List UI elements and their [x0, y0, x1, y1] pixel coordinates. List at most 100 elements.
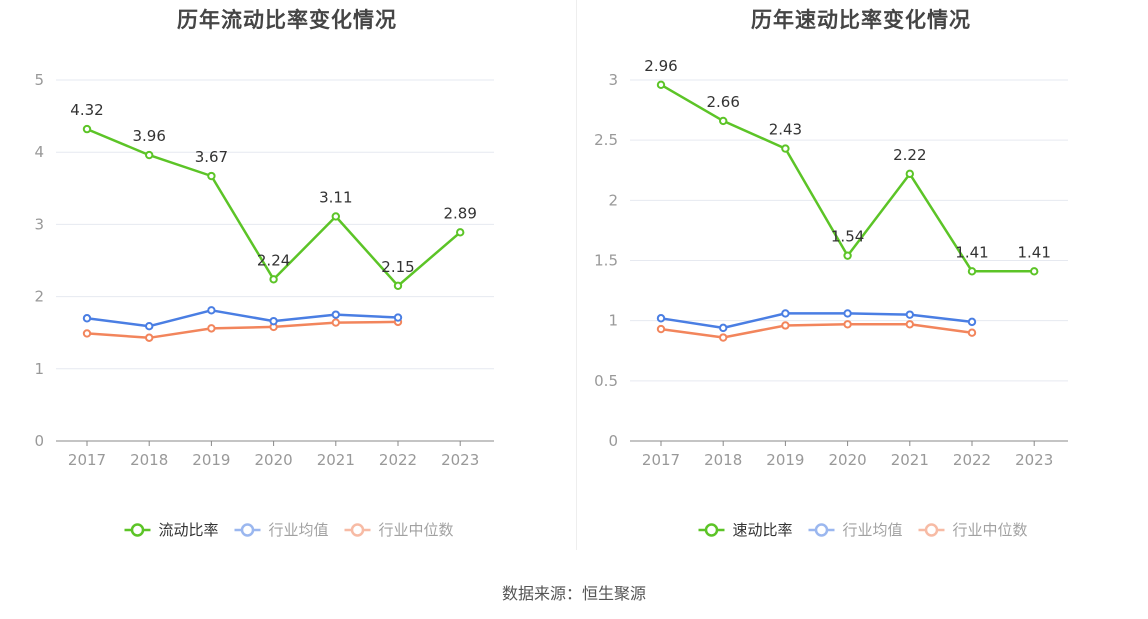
legend-item: 行业中位数 — [344, 521, 454, 539]
legend-marker — [704, 523, 719, 537]
data-point — [719, 323, 728, 333]
y-tick-label: 1.5 — [594, 252, 618, 270]
data-point — [331, 212, 340, 221]
x-tick-label: 2020 — [829, 451, 867, 469]
data-point — [82, 124, 92, 134]
data-point — [967, 328, 977, 337]
x-tick-label: 2021 — [317, 451, 355, 469]
x-tick-label: 2020 — [255, 451, 293, 469]
data-label: 1.54 — [831, 228, 864, 246]
data-point — [719, 333, 728, 342]
y-tick-label: 4 — [34, 143, 44, 161]
quick-ratio-chart: 历年速动比率变化情况 0 0.5 1 1.5 2 2.5 3 2017 2018 2019 2020… — [574, 0, 1148, 560]
data-point — [331, 310, 340, 319]
data-point — [393, 313, 403, 322]
data-point — [145, 322, 154, 331]
data-label: 2.96 — [644, 57, 677, 75]
legend-label: 流动比率 — [159, 521, 219, 539]
y-tick-label: 2 — [608, 191, 618, 209]
data-point — [719, 116, 728, 126]
data-label: 2.15 — [381, 258, 414, 276]
legend-marker — [240, 523, 255, 537]
legend-marker — [814, 523, 829, 537]
x-tick-label: 2019 — [192, 451, 230, 469]
legend-label: 行业均值 — [843, 521, 903, 539]
data-point — [905, 320, 914, 329]
x-tick-label: 2023 — [441, 451, 479, 469]
x-tick-label: 2018 — [130, 451, 168, 469]
legend-item: 行业均值 — [234, 521, 329, 539]
data-point — [1030, 267, 1039, 276]
data-point — [456, 228, 465, 237]
data-point — [82, 314, 92, 323]
x-tick-label: 2022 — [953, 451, 991, 469]
data-point — [656, 80, 666, 90]
data-point — [331, 318, 340, 327]
current-ratio-plot: 0 1 2 3 4 5 2017 2018 2019 2020 2021 2022 2023 4.32 3.… — [34, 71, 494, 539]
data-point — [269, 316, 278, 326]
data-point — [781, 309, 790, 318]
x-tick-label: 2023 — [1015, 451, 1053, 469]
series-line — [660, 323, 973, 339]
series-line — [660, 312, 973, 330]
legend-marker — [924, 523, 939, 537]
data-label: 3.96 — [132, 127, 165, 145]
y-tick-label: 5 — [34, 71, 44, 89]
y-tick-label: 3 — [608, 71, 618, 89]
x-tick-label: 2017 — [68, 451, 106, 469]
legend-label: 行业中位数 — [953, 521, 1028, 539]
legend-item: 行业中位数 — [918, 521, 1028, 539]
data-point — [781, 321, 790, 330]
series-line — [86, 309, 399, 328]
data-label: 1.41 — [955, 243, 988, 261]
data-point — [843, 309, 852, 318]
data-point — [967, 317, 977, 327]
panel-divider — [576, 0, 577, 550]
data-point — [207, 306, 216, 315]
data-point — [207, 171, 216, 181]
data-label: 2.22 — [893, 146, 926, 164]
quick-ratio-plot: 0 0.5 1 1.5 2 2.5 3 2017 2018 2019 2020 2021 2022 202… — [594, 57, 1068, 539]
legend-marker — [130, 523, 145, 537]
x-tick-label: 2018 — [704, 451, 742, 469]
y-tick-label: 3 — [34, 215, 44, 233]
data-point — [207, 324, 216, 333]
series-line — [86, 320, 399, 340]
data-point — [145, 150, 154, 160]
data-label: 2.24 — [257, 251, 290, 269]
legend-label: 行业中位数 — [379, 521, 454, 539]
data-point — [905, 169, 914, 179]
x-tick-label: 2019 — [766, 451, 804, 469]
data-label: 3.67 — [195, 148, 228, 166]
x-tick-label: 2017 — [642, 451, 680, 469]
y-tick-label: 2 — [34, 288, 44, 306]
data-label: 2.89 — [443, 204, 476, 222]
data-point — [905, 310, 914, 319]
legend-item: 流动比率 — [124, 521, 219, 539]
data-point — [967, 267, 977, 276]
data-point — [843, 320, 852, 329]
data-label: 2.66 — [706, 93, 739, 111]
y-tick-label: 0 — [608, 432, 618, 450]
data-point — [656, 314, 666, 323]
y-tick-label: 1 — [608, 312, 618, 330]
legend-label: 速动比率 — [733, 521, 793, 539]
data-label: 4.32 — [70, 101, 103, 119]
data-label: 3.11 — [319, 188, 352, 206]
data-point — [393, 281, 403, 290]
legend-item: 速动比率 — [698, 521, 793, 539]
data-point — [269, 275, 278, 284]
data-point — [781, 144, 790, 153]
data-point — [843, 251, 852, 260]
y-tick-label: 0.5 — [594, 372, 618, 390]
data-point — [145, 333, 154, 342]
chart-title: 历年流动比率变化情况 — [177, 8, 397, 32]
y-tick-label: 1 — [34, 360, 44, 378]
legend-item: 行业均值 — [808, 521, 903, 539]
current-ratio-chart: 历年流动比率变化情况 0 1 2 3 4 5 2017 2018 2019 2020 2021 202… — [0, 0, 574, 560]
data-point — [82, 329, 92, 338]
data-label: 2.43 — [769, 121, 802, 139]
y-tick-label: 0 — [34, 432, 44, 450]
data-source: 数据来源：恒生聚源 — [501, 584, 646, 603]
data-label: 1.41 — [1017, 243, 1050, 261]
